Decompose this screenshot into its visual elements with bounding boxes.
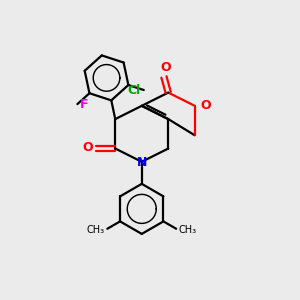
Text: O: O [82,141,93,154]
Text: F: F [80,98,88,111]
Text: Cl: Cl [127,83,140,97]
Text: N: N [136,156,147,169]
Text: CH₃: CH₃ [87,225,105,235]
Text: O: O [160,61,171,74]
Text: CH₃: CH₃ [178,225,197,235]
Text: O: O [201,99,211,112]
